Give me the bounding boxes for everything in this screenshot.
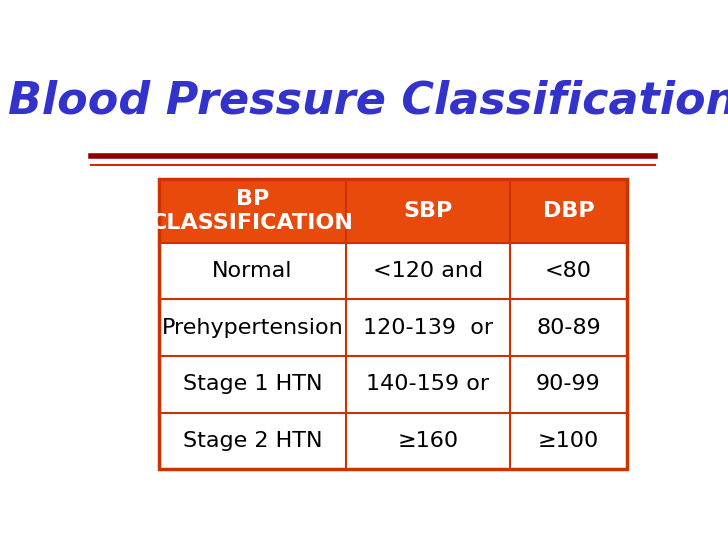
Text: 90-99: 90-99 (536, 374, 601, 394)
Text: ≥160: ≥160 (397, 431, 459, 451)
Text: ≥100: ≥100 (538, 431, 599, 451)
Text: Prehypertension: Prehypertension (162, 318, 343, 338)
Text: 140-159 or: 140-159 or (366, 374, 489, 394)
Text: 80-89: 80-89 (536, 318, 601, 338)
Text: 120-139  or: 120-139 or (363, 318, 493, 338)
Text: Stage 2 HTN: Stage 2 HTN (183, 431, 322, 451)
Text: Stage 1 HTN: Stage 1 HTN (183, 374, 322, 394)
Bar (159, 179, 627, 243)
Bar (159, 413, 627, 469)
Bar (159, 299, 627, 356)
Bar (159, 356, 627, 413)
Text: SBP: SBP (403, 201, 453, 221)
Text: <120 and: <120 and (373, 261, 483, 281)
Text: DBP: DBP (542, 201, 594, 221)
Bar (159, 179, 627, 469)
Bar (159, 243, 627, 299)
Text: Normal: Normal (212, 261, 293, 281)
Text: BP
CLASSIFICATION: BP CLASSIFICATION (151, 189, 354, 233)
Text: Blood Pressure Classification: Blood Pressure Classification (9, 80, 728, 123)
Text: <80: <80 (545, 261, 592, 281)
